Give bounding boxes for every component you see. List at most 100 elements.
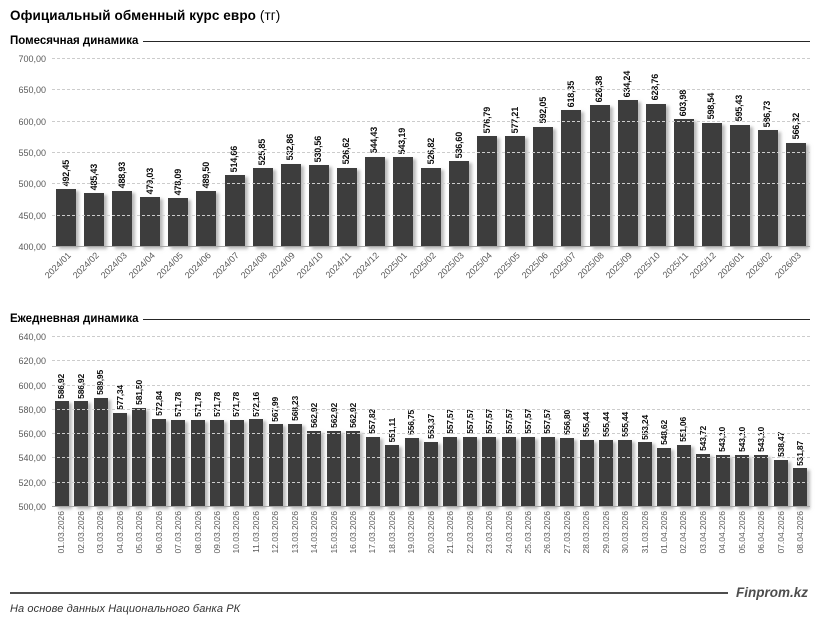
- bar: [249, 419, 264, 507]
- bar-value-label: 544,43: [369, 127, 380, 154]
- x-axis-tick-label: 24.03.2026: [503, 511, 514, 554]
- bar: [151, 418, 166, 507]
- bar: [443, 437, 458, 507]
- bar-slot: 543,10: [752, 337, 771, 507]
- monthly-x-axis: 2024/01 2024/02 2024/03 2024/04 2024/05 2024/…: [42, 247, 810, 301]
- daily-plot-area: 586,92 586,92 589,95 577,34 581,50 572,84 571,…: [52, 336, 810, 507]
- bar: [140, 197, 161, 247]
- x-axis-tick-label: 15.03.2026: [328, 511, 339, 554]
- x-axis-tick-label: 22.03.2026: [464, 511, 475, 554]
- bar-value-label: 478,09: [172, 168, 183, 196]
- bar-slot: 592,05: [529, 59, 557, 247]
- y-axis-tick-label: 640,00: [18, 332, 46, 342]
- x-axis-slot: 05.04.2026: [732, 507, 751, 573]
- x-axis-slot: 30.03.2026: [616, 507, 635, 573]
- y-axis-tick-label: 550,00: [18, 148, 46, 158]
- x-axis-tick-label: 28.03.2026: [581, 511, 592, 554]
- bar-value-label: 492,45: [60, 159, 71, 187]
- bar-value-label: 571,78: [231, 392, 242, 417]
- bar-value-label: 556,75: [406, 410, 417, 436]
- bar-value-label: 634,24: [622, 70, 633, 98]
- bar: [501, 437, 516, 507]
- bar-slot: 589,95: [91, 337, 110, 507]
- bar: [676, 445, 691, 507]
- bar-value-label: 538,47: [775, 432, 786, 458]
- bar-value-label: 479,03: [144, 168, 155, 195]
- y-axis-tick-label: 600,00: [18, 116, 46, 127]
- monthly-bars: 492,45 485,43 488,93 479,03 478,09 489,50 514,…: [52, 59, 810, 247]
- x-axis-tick-label: 02.04.2026: [678, 511, 689, 554]
- bar: [617, 100, 638, 247]
- bar-slot: 557,57: [538, 337, 557, 507]
- bar: [505, 135, 526, 247]
- bar: [701, 122, 722, 247]
- x-axis-slot: 22.03.2026: [460, 507, 479, 573]
- bar: [618, 439, 633, 507]
- x-axis-slot: 13.03.2026: [285, 507, 304, 573]
- bar: [773, 460, 788, 507]
- x-axis-slot: 06.03.2026: [149, 507, 168, 573]
- gridline: [52, 152, 810, 153]
- bar: [287, 424, 302, 507]
- bar-value-label: 536,60: [453, 132, 464, 159]
- bar-value-label: 557,57: [522, 409, 533, 435]
- bar-slot: 555,44: [577, 337, 596, 507]
- x-axis-tick-label: 21.03.2026: [445, 511, 456, 554]
- bar-value-label: 598,54: [706, 93, 717, 120]
- bar-slot: 551,06: [674, 337, 693, 507]
- bar-value-label: 553,37: [425, 414, 436, 440]
- x-axis-slot: 19.03.2026: [402, 507, 421, 573]
- monthly-header-rule: [143, 40, 810, 42]
- bar: [224, 175, 245, 247]
- y-axis-tick-label: 580,00: [18, 404, 46, 415]
- bar-slot: 557,57: [480, 337, 499, 507]
- gridline: [52, 408, 810, 410]
- bar-slot: 485,43: [80, 59, 108, 247]
- bar-slot: 557,57: [499, 337, 518, 507]
- bar: [56, 189, 77, 247]
- bar-slot: 568,23: [285, 337, 304, 507]
- bar-value-label: 553,24: [639, 414, 650, 440]
- bar-value-label: 571,78: [192, 392, 203, 417]
- bar-slot: 571,78: [208, 337, 227, 507]
- bar: [84, 193, 105, 247]
- bar-slot: 526,62: [333, 59, 361, 247]
- gridline: [52, 89, 810, 91]
- bar: [637, 442, 652, 507]
- y-axis-tick-label: 560,00: [18, 429, 46, 440]
- x-axis-tick-label: 05.04.2026: [736, 511, 747, 554]
- bar-slot: 543,10: [713, 337, 732, 507]
- bar-value-label: 557,82: [367, 408, 378, 434]
- x-axis-tick-label: 23.03.2026: [484, 511, 495, 554]
- bar-value-label: 556,80: [561, 410, 572, 436]
- bar: [540, 437, 555, 507]
- bar: [421, 167, 442, 247]
- x-axis-tick-label: 01.03.2026: [56, 511, 67, 554]
- x-axis-slot: 29.03.2026: [596, 507, 615, 573]
- bar-value-label: 543,19: [397, 127, 408, 155]
- bar-slot: 531,87: [791, 337, 810, 507]
- x-axis-slot: 25.03.2026: [519, 507, 538, 573]
- bar-value-label: 572,84: [153, 390, 164, 416]
- x-axis-tick-label: 07.03.2026: [173, 511, 184, 554]
- bar: [715, 454, 730, 507]
- bar-slot: 543,19: [389, 59, 417, 247]
- bar-slot: 562,92: [344, 337, 363, 507]
- bar-slot: 557,82: [363, 337, 382, 507]
- gridline: [52, 384, 810, 386]
- bar-slot: 488,93: [108, 59, 136, 247]
- x-axis-tick-label: 20.03.2026: [425, 511, 436, 554]
- bar: [268, 424, 283, 507]
- gridline: [52, 457, 810, 459]
- bar: [462, 437, 477, 507]
- bar: [280, 163, 301, 247]
- bar: [477, 136, 498, 247]
- bar-value-label: 531,87: [795, 440, 806, 466]
- daily-header-rule: [143, 318, 810, 320]
- x-axis-tick-label: 12.03.2026: [270, 511, 281, 554]
- bar-slot: 577,21: [501, 59, 529, 247]
- bar-slot: 532,86: [277, 59, 305, 247]
- x-axis-slot: 08.03.2026: [188, 507, 207, 573]
- x-axis-line: [52, 506, 810, 507]
- bar-value-label: 618,35: [565, 80, 576, 108]
